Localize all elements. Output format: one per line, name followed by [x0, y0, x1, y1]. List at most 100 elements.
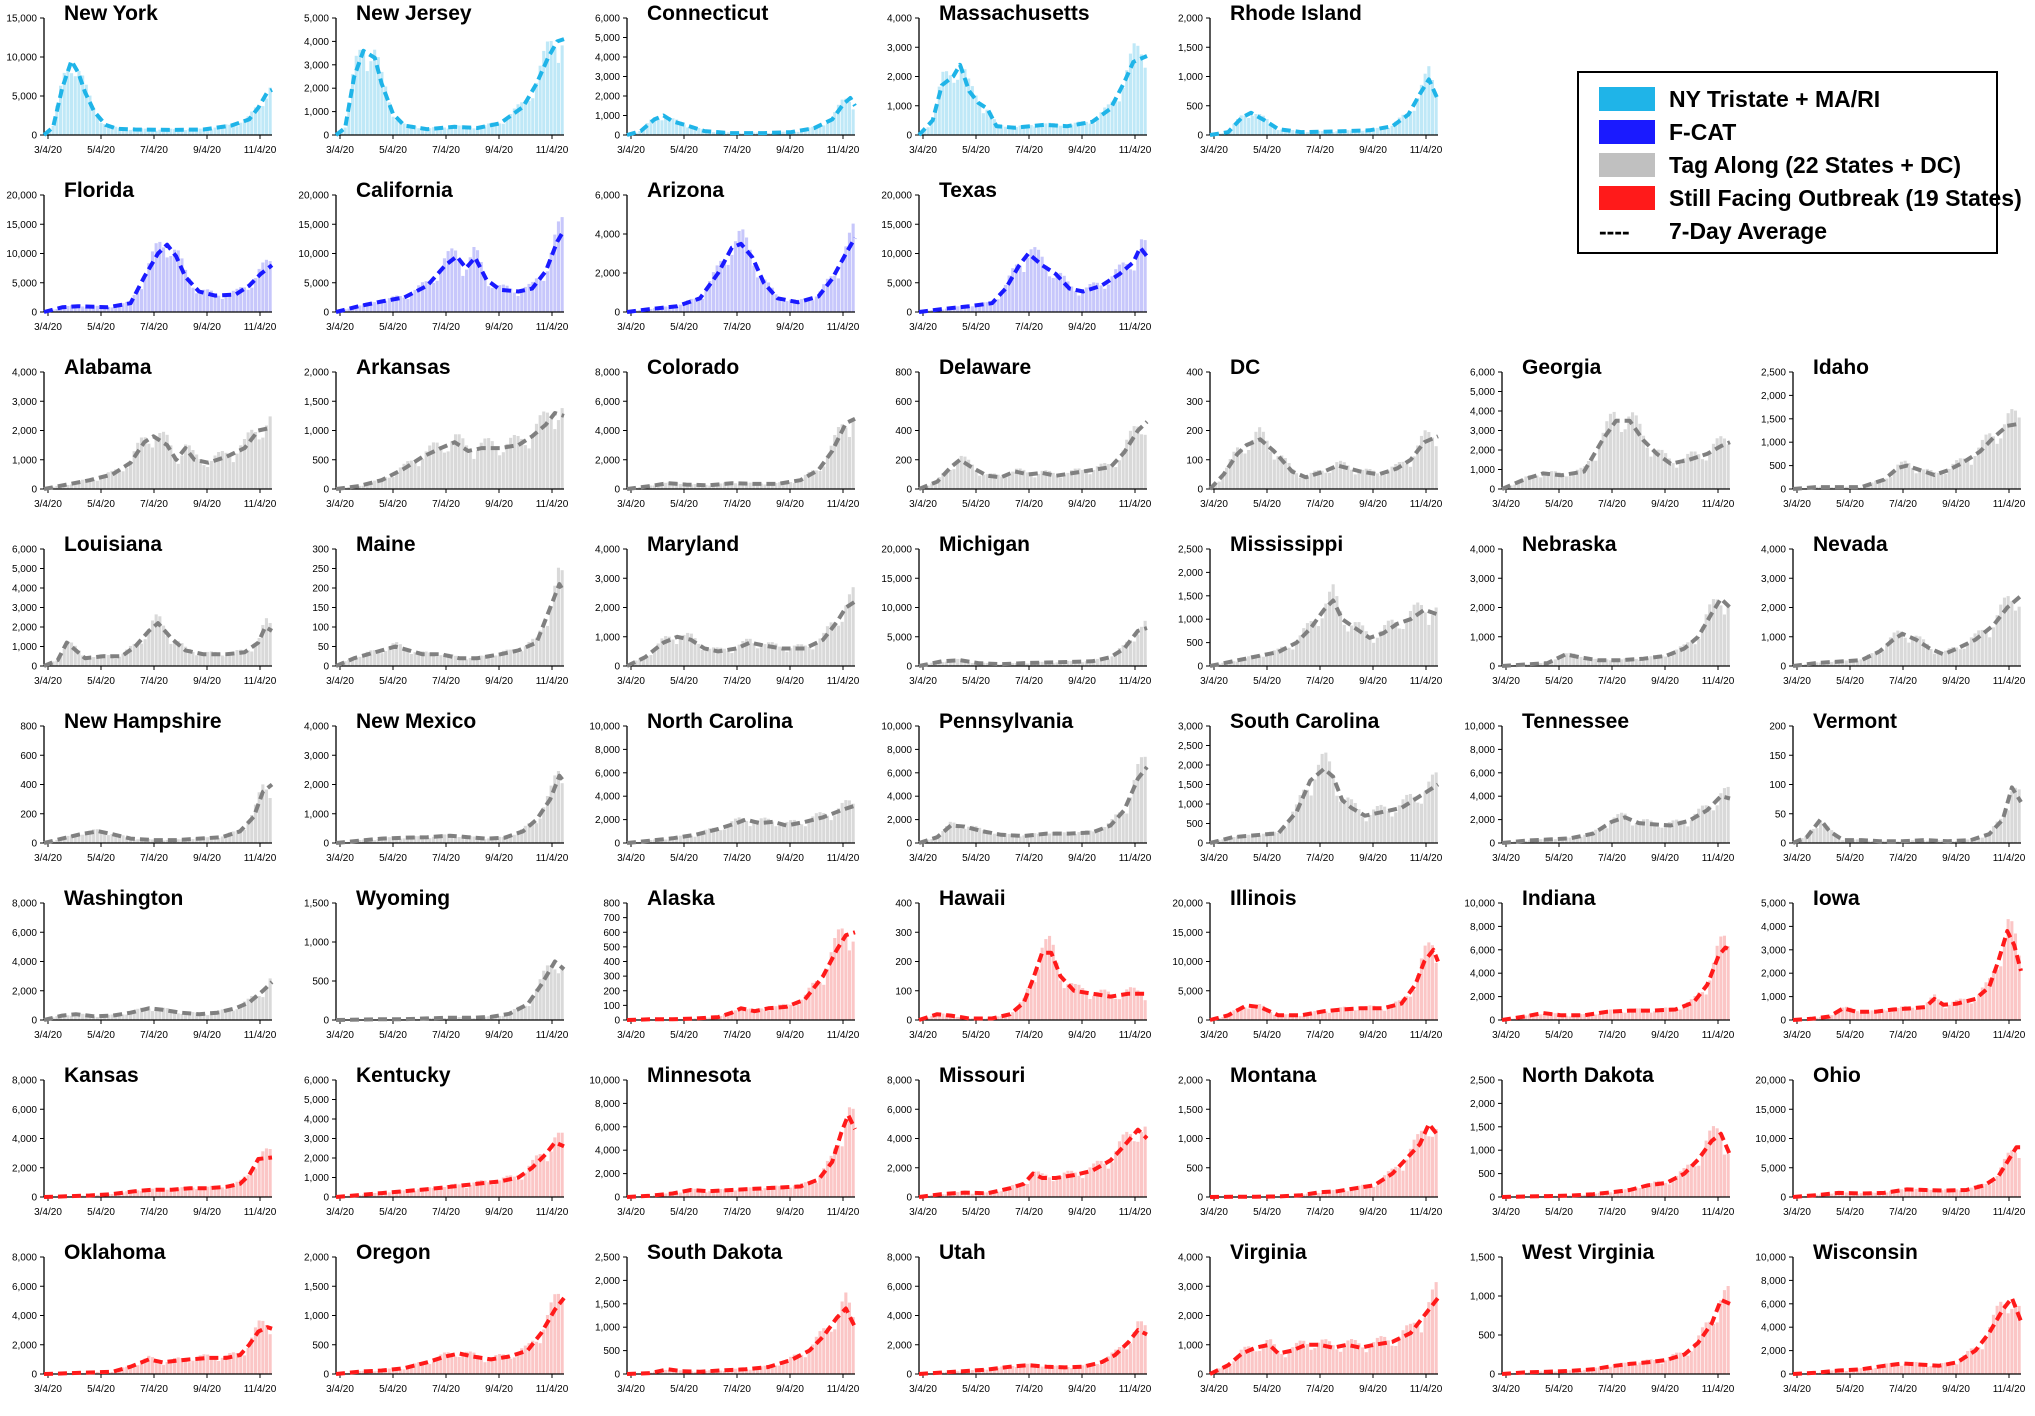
state-title: New Hampshire	[64, 710, 222, 734]
daily-case-bar	[2007, 1313, 2010, 1374]
daily-case-bar	[1940, 475, 1943, 489]
daily-case-bar	[1011, 1185, 1014, 1197]
daily-case-bar	[225, 296, 228, 312]
daily-case-bar	[756, 277, 759, 312]
y-tick-label: 250	[312, 564, 329, 575]
daily-case-bar	[550, 606, 553, 666]
y-tick-label: 0	[1489, 1016, 1495, 1027]
daily-case-bar	[502, 452, 505, 489]
y-tick-label: 6,000	[12, 928, 37, 939]
daily-case-bar	[1118, 460, 1121, 489]
daily-case-bar	[837, 278, 840, 312]
daily-case-bar	[1918, 471, 1921, 489]
y-tick-label: 8,000	[1470, 922, 1495, 933]
daily-case-bar	[1033, 833, 1036, 843]
daily-case-bar	[2018, 418, 2021, 490]
y-tick-label: 2,500	[1178, 545, 1203, 556]
daily-case-bar	[410, 1192, 413, 1197]
daily-case-bar	[1701, 459, 1704, 489]
daily-case-bar	[158, 1363, 161, 1375]
daily-case-bar	[1277, 833, 1280, 843]
daily-case-bar	[1361, 470, 1364, 489]
y-tick-label: 1,000	[887, 101, 912, 112]
y-tick-label: 500	[1186, 819, 1203, 830]
daily-case-bar	[425, 281, 428, 312]
daily-case-bar	[804, 826, 807, 843]
y-tick-label: 10,000	[1464, 899, 1495, 910]
daily-case-bar	[1059, 478, 1062, 490]
daily-case-bar	[542, 628, 545, 667]
daily-case-bar	[1284, 1014, 1287, 1020]
daily-case-bar	[793, 1006, 796, 1020]
state-title: Georgia	[1522, 356, 1601, 380]
y-tick-label: 4,000	[1761, 1323, 1786, 1334]
daily-case-bar	[927, 127, 930, 135]
daily-case-bar	[1885, 1011, 1888, 1020]
daily-case-bar	[1918, 636, 1921, 666]
daily-case-bar	[1427, 1136, 1430, 1197]
y-tick-label: 6,000	[12, 545, 37, 556]
y-tick-label: 3,000	[1470, 574, 1495, 585]
daily-case-bar	[1103, 289, 1106, 312]
daily-case-bar	[2018, 956, 2021, 1020]
x-tick-label: 3/4/20	[909, 1207, 937, 1218]
daily-case-bar	[1313, 1011, 1316, 1020]
y-tick-label: 1,000	[595, 632, 620, 643]
daily-case-bar	[561, 217, 564, 312]
daily-case-bar	[1431, 775, 1434, 843]
daily-case-bar	[133, 295, 136, 312]
daily-case-bar	[1324, 604, 1327, 666]
daily-case-bar	[1033, 126, 1036, 135]
x-tick-label: 3/4/20	[617, 499, 645, 510]
x-tick-label: 7/4/20	[1598, 499, 1626, 510]
daily-case-bar	[454, 838, 457, 844]
x-tick-label: 7/4/20	[1598, 1030, 1626, 1041]
x-tick-label: 9/4/20	[776, 322, 804, 333]
x-tick-label: 7/4/20	[723, 499, 751, 510]
daily-case-bar	[1565, 476, 1568, 489]
daily-case-bar	[191, 1012, 194, 1020]
daily-case-bar	[144, 639, 147, 666]
y-tick-label: 0	[31, 1193, 37, 1204]
y-tick-label: 3,000	[12, 397, 37, 408]
daily-case-bar	[1306, 623, 1309, 666]
daily-case-bar	[1044, 835, 1047, 843]
x-tick-label: 9/4/20	[1068, 322, 1096, 333]
x-tick-label: 11/4/20	[244, 499, 277, 510]
daily-case-bar	[1719, 793, 1722, 843]
x-tick-label: 7/4/20	[723, 676, 751, 687]
y-tick-label: 1,500	[1178, 591, 1203, 602]
daily-case-bar	[1683, 823, 1686, 843]
daily-case-bar	[1254, 1351, 1257, 1374]
daily-case-bar	[1955, 1189, 1958, 1197]
daily-case-bar	[206, 652, 209, 666]
daily-case-bar	[155, 438, 158, 489]
daily-case-bar	[1435, 772, 1438, 843]
daily-case-bar	[232, 831, 235, 843]
state-title: North Dakota	[1522, 1064, 1654, 1088]
daily-case-bar	[2007, 810, 2010, 843]
daily-case-bar	[1310, 473, 1313, 489]
daily-case-bar	[114, 127, 117, 135]
daily-case-bar	[1335, 796, 1338, 843]
daily-case-bar	[373, 302, 376, 312]
daily-case-bar	[494, 656, 497, 667]
y-tick-label: 1,000	[1470, 1146, 1495, 1157]
daily-case-bar	[403, 838, 406, 843]
daily-case-bar	[1435, 96, 1438, 135]
daily-case-bar	[694, 837, 697, 843]
daily-case-bar	[1424, 613, 1427, 667]
daily-case-bar	[1288, 648, 1291, 666]
daily-case-bar	[749, 1187, 752, 1197]
